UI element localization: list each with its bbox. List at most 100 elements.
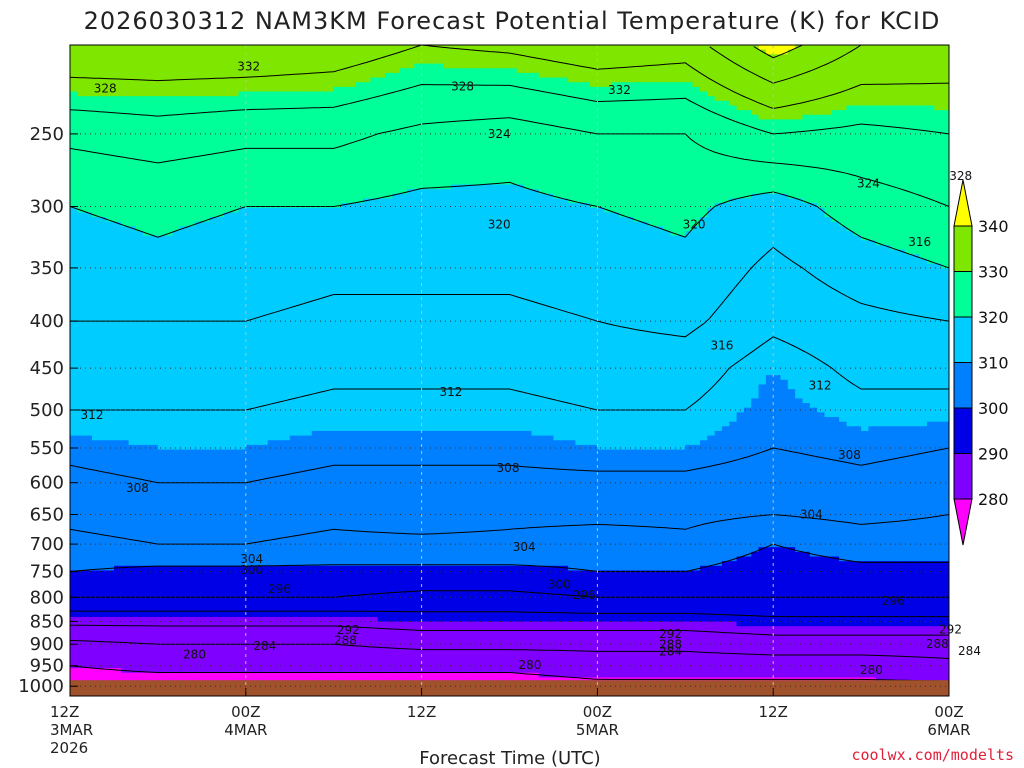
y-axis-pressure: 2503003504004505005506006507007508008509… <box>18 124 78 697</box>
contour-label: 324 <box>488 127 511 141</box>
contour-label: 288 <box>926 637 949 651</box>
contour-label: 328 <box>451 80 474 94</box>
contour-label: 288 <box>659 638 682 652</box>
contour-label: 300 <box>240 563 263 577</box>
contour-label: 292 <box>337 623 360 637</box>
x-tick-label: 00Z <box>231 703 260 721</box>
colorbar-label: 320 <box>978 308 1009 327</box>
contour-label: 312 <box>439 385 462 399</box>
contour-296 <box>70 590 949 598</box>
contour-308 <box>70 447 949 484</box>
contour-label: 280 <box>183 648 206 662</box>
contour-label: 284 <box>253 639 276 653</box>
colorbar-band <box>953 225 973 272</box>
x-tick-label: 12Z <box>407 703 436 721</box>
contour-312 <box>70 336 949 411</box>
y-tick-label: 400 <box>30 311 64 332</box>
colorbar-label: 330 <box>978 263 1009 282</box>
colorbar-top-arrow <box>953 179 973 227</box>
contour-320 <box>70 181 949 269</box>
contour-316 <box>70 246 949 338</box>
contour-label: 332 <box>608 83 631 97</box>
plot-frame <box>69 44 950 697</box>
y-tick-label: 900 <box>30 634 64 655</box>
y-tick-label: 950 <box>30 656 64 677</box>
contour-328 <box>70 83 949 135</box>
contour-label: 308 <box>497 461 520 475</box>
contour-label: 292 <box>939 622 962 636</box>
colorbar-label: 280 <box>978 490 1009 509</box>
contour-288 <box>70 624 949 636</box>
contour-324 <box>70 117 949 207</box>
y-tick-label: 350 <box>30 258 64 279</box>
contour-label: 320 <box>488 218 511 232</box>
theta-filled-contours <box>70 45 949 696</box>
contour-label: 296 <box>573 588 596 602</box>
colorbar-band <box>953 316 973 363</box>
contour-label: 308 <box>126 481 149 495</box>
x-tick-label: 5MAR <box>576 721 619 739</box>
contour-label: 328 <box>94 81 117 95</box>
contour-label: 320 <box>683 218 706 232</box>
contour-label: 304 <box>513 540 536 554</box>
colorbar-band <box>953 453 973 500</box>
contour-label: 316 <box>710 338 733 352</box>
y-tick-label: 500 <box>30 400 64 421</box>
y-tick-label: 700 <box>30 534 64 555</box>
y-tick-label: 1000 <box>18 676 64 697</box>
colorbar-label: 340 <box>978 217 1009 236</box>
contour-label: 288 <box>334 634 357 648</box>
contour-label: 332 <box>237 59 260 73</box>
contour-label: 304 <box>800 508 823 522</box>
y-tick-label: 850 <box>30 611 64 632</box>
x-tick-label: 3MAR <box>50 721 93 739</box>
colorbar-band <box>953 271 973 318</box>
x-tick-label: 00Z <box>583 703 612 721</box>
x-tick-label: 6MAR <box>927 721 970 739</box>
y-tick-label: 550 <box>30 438 64 459</box>
chart-title: 2026030312 NAM3KM Forecast Potential Tem… <box>84 7 941 35</box>
contour-label: 312 <box>809 378 832 392</box>
x-tick-label: 00Z <box>934 703 963 721</box>
contour-label: 296 <box>268 582 291 596</box>
colorbar-label: 310 <box>978 354 1009 373</box>
y-tick-label: 450 <box>30 358 64 379</box>
colorbar-legend: 340 330 320 310 300 290 280 <box>953 179 1009 546</box>
contour-label: 296 <box>882 594 905 608</box>
credit-text: coolwx.com/modelts <box>851 746 1014 764</box>
colorbar-label: 290 <box>978 445 1009 464</box>
contour-label: 292 <box>659 627 682 641</box>
terrain-fill <box>70 680 949 696</box>
y-tick-label: 250 <box>30 124 64 145</box>
contour-label: 328 <box>949 169 972 183</box>
x-axis-label: Forecast Time (UTC) <box>419 748 600 768</box>
contour-300 <box>70 543 949 573</box>
contour-label: 280 <box>860 663 883 677</box>
contour-label: 316 <box>908 235 931 249</box>
contour-292 <box>70 610 949 618</box>
x-tick-label: 2026 <box>50 739 88 757</box>
contour-332 <box>70 45 949 110</box>
y-tick-label: 650 <box>30 505 64 526</box>
contour-label: 284 <box>659 645 682 659</box>
contour-label: 324 <box>857 176 880 190</box>
contour-336 <box>70 45 862 84</box>
contour-labels: 3323323283283283243243203203203163163123… <box>81 59 981 677</box>
contour-284 <box>70 639 949 659</box>
contour-label: 312 <box>81 408 104 422</box>
contour-label: 280 <box>519 658 542 672</box>
colorbar-band <box>953 362 973 409</box>
contour-340 <box>753 45 803 59</box>
y-tick-label: 300 <box>30 197 64 218</box>
contour-label: 300 <box>548 578 571 592</box>
x-tick-label: 4MAR <box>224 721 267 739</box>
x-tick-label: 12Z <box>50 703 79 721</box>
y-tick-label: 800 <box>30 587 64 608</box>
colorbar-label: 300 <box>978 399 1009 418</box>
y-tick-label: 600 <box>30 473 64 494</box>
theta-contour-lines <box>70 45 949 682</box>
colorbar-bottom-arrow <box>953 498 973 546</box>
contour-label: 304 <box>240 552 263 566</box>
